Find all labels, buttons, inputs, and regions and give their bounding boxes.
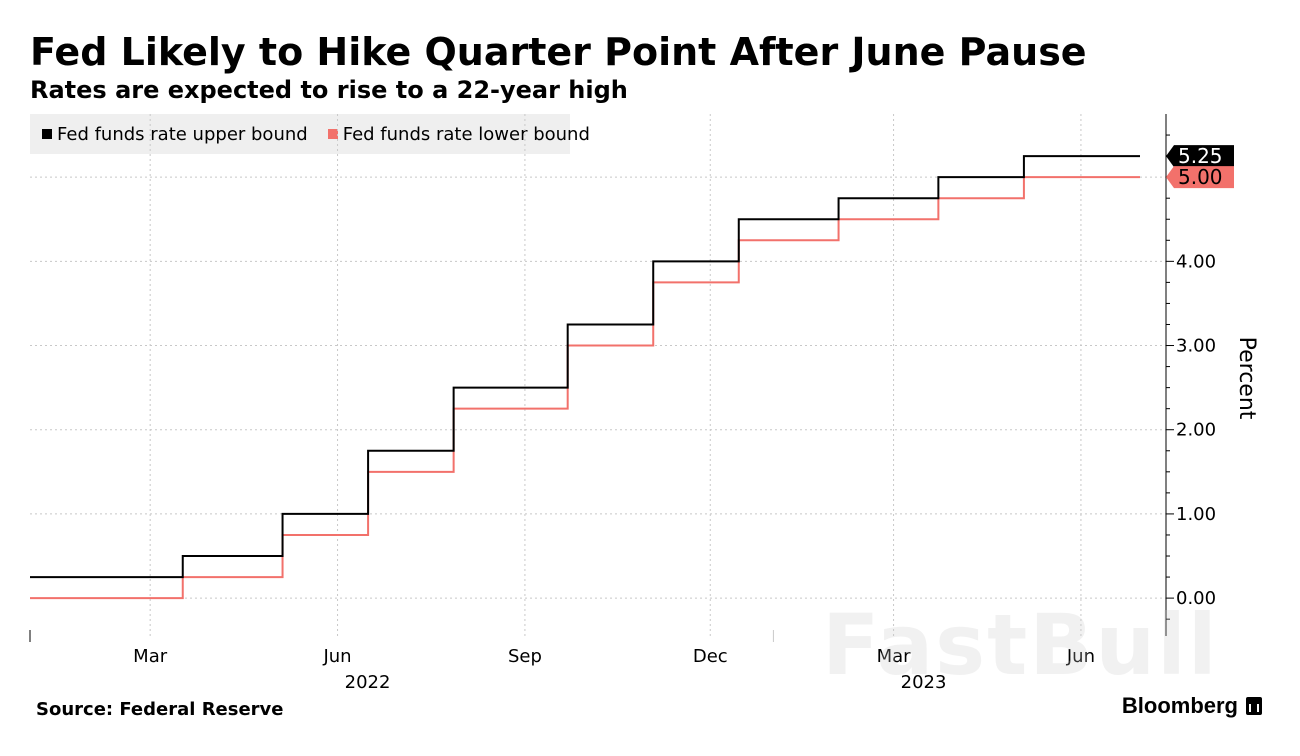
y-tick-label: 0.00 xyxy=(1176,588,1216,609)
y-axis-label: Percent xyxy=(1234,337,1259,420)
legend-swatch-upper xyxy=(42,129,52,139)
x-year-label: 2022 xyxy=(345,672,391,693)
grid-layer xyxy=(30,114,1166,636)
label-layer: 0.00 1.00 2.00 3.00 4.00 Mar Jun Sep Dec Mar Jun 20… xyxy=(133,144,1259,693)
chart-subtitle: Rates are expected to rise to a 22-year … xyxy=(30,76,628,104)
last-value-label: 5.00 xyxy=(1178,165,1223,189)
x-tick-label: Mar xyxy=(877,646,912,667)
last-value-label: 5.25 xyxy=(1178,144,1223,168)
last-value-flag-upper: 5.25 xyxy=(1166,144,1234,168)
brand-logo: Bloomberg xyxy=(1122,693,1262,719)
y-tick-label: 1.00 xyxy=(1176,504,1216,525)
chart-title: Fed Likely to Hike Quarter Point After J… xyxy=(30,30,1087,74)
y-tick-label: 2.00 xyxy=(1176,420,1216,441)
brand-name: Bloomberg xyxy=(1121,693,1238,718)
series-layer xyxy=(30,155,1140,600)
x-tick-label: Sep xyxy=(508,646,542,667)
series-line-upper xyxy=(30,155,1140,579)
last-value-flag-bg xyxy=(1166,145,1234,168)
legend-label-lower: Fed funds rate lower bound xyxy=(342,123,590,145)
x-tick-label: Mar xyxy=(133,646,168,667)
y-tick-label: 4.00 xyxy=(1176,251,1216,272)
legend-item-upper: Fed funds rate upper bound xyxy=(42,124,308,145)
last-value-flag-bg xyxy=(1166,166,1234,189)
x-tick-label: Jun xyxy=(1066,646,1095,667)
x-tick-label: Jun xyxy=(322,646,351,667)
legend-item-lower: Fed funds rate lower bound xyxy=(327,123,590,145)
y-tick-label: 3.00 xyxy=(1176,336,1216,357)
last-value-flag-lower: 5.00 xyxy=(1166,165,1234,189)
chart-legend: Fed funds rate upper bound Fed funds rat… xyxy=(30,114,590,154)
legend-label-upper: Fed funds rate upper bound xyxy=(57,123,308,145)
legend-swatch-lower xyxy=(327,129,338,139)
bloomberg-terminal-icon xyxy=(1246,697,1262,715)
axis-layer xyxy=(29,114,1174,642)
x-tick-label: Dec xyxy=(693,646,728,667)
source-note: Source: Federal Reserve xyxy=(36,699,284,720)
series-line-lower xyxy=(30,176,1140,600)
x-year-label: 2023 xyxy=(901,672,947,693)
